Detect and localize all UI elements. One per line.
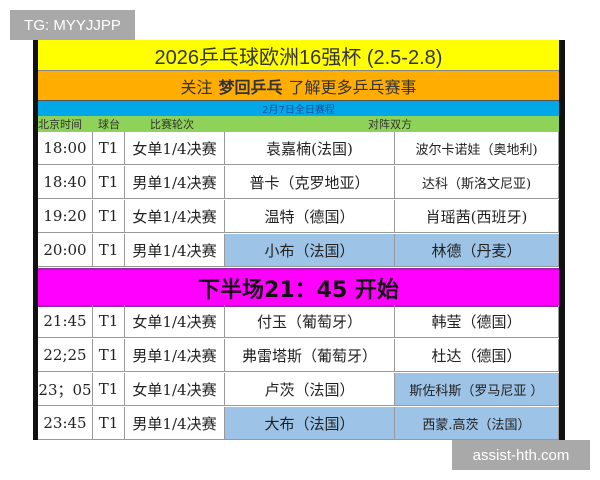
cell-time: 21:45 (38, 305, 93, 338)
cell-table: T1 (93, 305, 125, 338)
header-matchup: 对阵双方 (368, 118, 412, 131)
date-label: 2月7日全日赛程 (38, 100, 559, 116)
cell-p1: 小布（法国） (225, 234, 395, 267)
table-row: 20:00 T1 男单1/4决赛 小布（法国） 林德（丹麦） (38, 234, 559, 268)
header-table: 球台 (98, 118, 120, 131)
cell-round: 女单1/4决赛 (125, 373, 225, 406)
cell-p1: 付玉（葡萄牙） (225, 305, 395, 338)
table-row: 22;25 T1 男单1/4决赛 弗雷塔斯（葡萄牙） 杜达（德国） (38, 339, 559, 373)
cell-table: T1 (93, 132, 125, 165)
cell-table: T1 (93, 407, 125, 440)
cell-table: T1 (93, 339, 125, 372)
cell-round: 女单1/4决赛 (125, 200, 225, 233)
cell-round: 男单1/4决赛 (125, 407, 225, 440)
table-header: 北京时间 球台 比赛轮次 对阵双方 (38, 116, 559, 132)
cell-time: 19:20 (38, 200, 93, 233)
header-round: 比赛轮次 (150, 118, 194, 131)
cell-p1: 温特（德国） (225, 200, 395, 233)
cell-time: 23:45 (38, 407, 93, 440)
header-time: 北京时间 (38, 118, 82, 131)
cell-time: 18:00 (38, 132, 93, 165)
watermark-top: TG: MYYJJPP (10, 10, 135, 40)
subtitle-post: 了解更多乒乓赛事 (288, 78, 417, 97)
schedule-title: 2026乒乓球欧洲16强杯 (2.5-2.8) (38, 40, 559, 70)
subtitle-pre: 关注 (180, 78, 213, 97)
second-half-banner: 下半场21：45 开始 (38, 268, 559, 307)
cell-p2: 斯佐科斯（罗马尼亚 ） (395, 373, 559, 406)
cell-round: 男单1/4决赛 (125, 339, 225, 372)
cell-p1: 卢茨（法国） (225, 373, 395, 406)
cell-time: 23；05 (38, 373, 93, 406)
table-row: 23；05 T1 女单1/4决赛 卢茨（法国） 斯佐科斯（罗马尼亚 ） (38, 373, 559, 407)
cell-p2: 韩莹（德国） (395, 305, 559, 338)
schedule-image: 2026乒乓球欧洲16强杯 (2.5-2.8) 关注 梦回乒乓 了解更多乒乓赛事… (33, 40, 565, 440)
cell-time: 20:00 (38, 234, 93, 267)
cell-p2: 肖瑶茜(西班牙) (395, 200, 559, 233)
cell-time: 18:40 (38, 166, 93, 199)
table-row: 21:45 T1 女单1/4决赛 付玉（葡萄牙） 韩莹（德国） (38, 305, 559, 339)
cell-p1: 大布（法国） (225, 407, 395, 440)
cell-table: T1 (93, 200, 125, 233)
table-row: 18:00 T1 女单1/4决赛 袁嘉楠(法国) 波尔卡诺娃（奥地利) (38, 132, 559, 166)
cell-round: 男单1/4决赛 (125, 234, 225, 267)
table-row: 19:20 T1 女单1/4决赛 温特（德国） 肖瑶茜(西班牙) (38, 200, 559, 234)
cell-table: T1 (93, 234, 125, 267)
cell-p2: 杜达（德国） (395, 339, 559, 372)
cell-p2: 达科（斯洛文尼亚) (395, 166, 559, 199)
cell-p2: 波尔卡诺娃（奥地利) (395, 132, 559, 165)
table-row: 18:40 T1 男单1/4决赛 普卡（克罗地亚） 达科（斯洛文尼亚) (38, 166, 559, 200)
cell-table: T1 (93, 373, 125, 406)
cell-p1: 袁嘉楠(法国) (225, 132, 395, 165)
cell-round: 男单1/4决赛 (125, 166, 225, 199)
cell-round: 女单1/4决赛 (125, 305, 225, 338)
subtitle-account: 梦回乒乓 (218, 78, 283, 97)
cell-p2: 林德（丹麦） (395, 234, 559, 267)
table-row: 23:45 T1 男单1/4决赛 大布（法国） 西蒙.高茨（法国） (38, 407, 559, 441)
subtitle: 关注 梦回乒乓 了解更多乒乓赛事 (38, 70, 559, 101)
cell-p1: 弗雷塔斯（葡萄牙） (225, 339, 395, 372)
cell-time: 22;25 (38, 339, 93, 372)
cell-p2: 西蒙.高茨（法国） (395, 407, 559, 440)
watermark-bottom: assist-hth.com (452, 440, 590, 470)
cell-table: T1 (93, 166, 125, 199)
cell-p1: 普卡（克罗地亚） (225, 166, 395, 199)
cell-round: 女单1/4决赛 (125, 132, 225, 165)
